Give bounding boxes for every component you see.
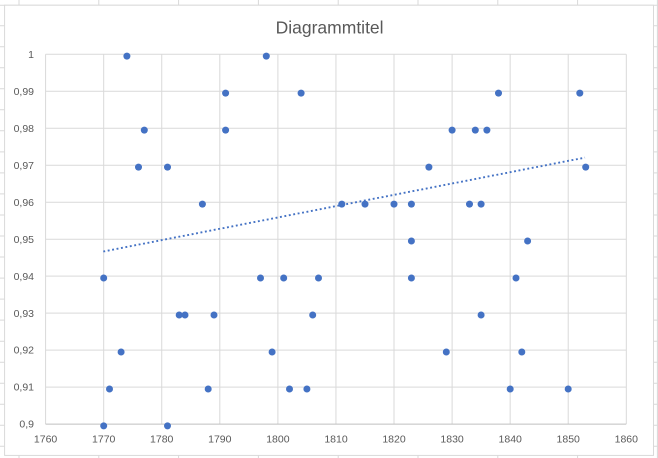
svg-text:0,98: 0,98 [14,123,35,135]
svg-text:1850: 1850 [557,433,581,445]
svg-text:1810: 1810 [324,433,348,445]
svg-text:1: 1 [28,49,34,61]
svg-text:1780: 1780 [150,433,174,445]
svg-text:0,91: 0,91 [14,382,35,394]
svg-text:0,99: 0,99 [14,86,35,98]
svg-text:1770: 1770 [92,433,116,445]
svg-text:1760: 1760 [34,433,58,445]
svg-text:1840: 1840 [499,433,523,445]
svg-text:0,96: 0,96 [14,197,35,209]
svg-text:0,95: 0,95 [14,234,35,246]
svg-text:1800: 1800 [266,433,290,445]
svg-text:1790: 1790 [208,433,232,445]
svg-text:Diagrammtitel: Diagrammtitel [276,18,384,38]
svg-text:0,94: 0,94 [14,271,35,283]
svg-text:0,92: 0,92 [14,345,35,357]
svg-text:1820: 1820 [382,433,406,445]
svg-text:1830: 1830 [440,433,464,445]
svg-text:0,9: 0,9 [19,419,34,431]
svg-text:0,93: 0,93 [14,308,35,320]
svg-text:1860: 1860 [615,433,639,445]
svg-text:0,97: 0,97 [14,160,35,172]
